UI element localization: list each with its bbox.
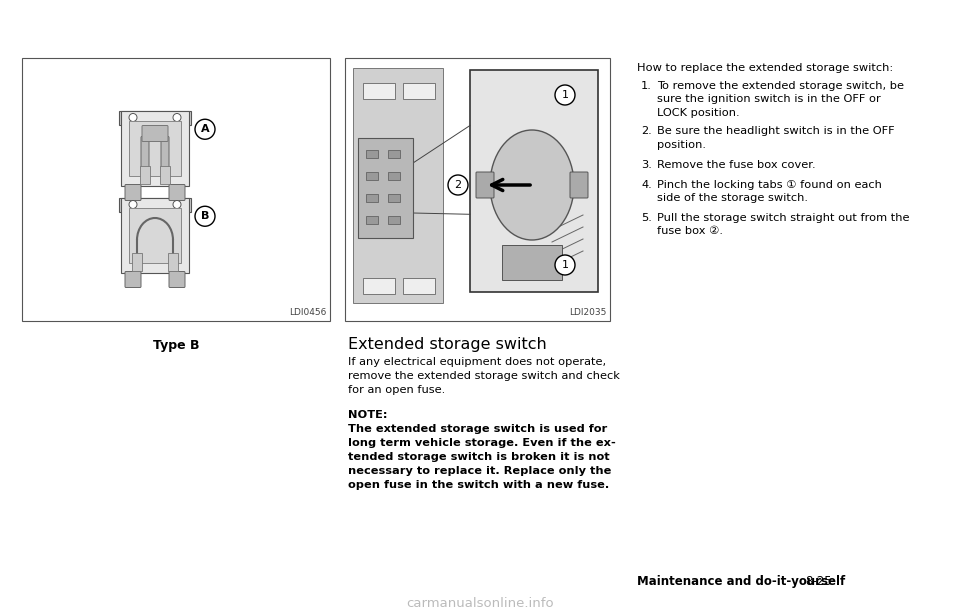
Text: A: A [201,124,209,134]
Bar [366,194,378,202]
Circle shape [448,175,468,195]
Bar [121,197,189,273]
Text: Type B: Type B [153,339,200,352]
Circle shape [555,85,575,105]
Bar [345,58,610,321]
Bar [403,278,435,294]
FancyBboxPatch shape [125,271,141,288]
Bar [160,166,170,183]
FancyBboxPatch shape [570,172,588,198]
FancyBboxPatch shape [142,125,168,142]
Circle shape [129,114,137,122]
Bar [366,216,378,224]
Bar [388,150,400,158]
Bar [22,58,330,321]
Text: 2: 2 [454,180,462,190]
Circle shape [555,255,575,275]
Circle shape [195,207,215,226]
Bar [132,252,142,271]
Circle shape [195,119,215,139]
Bar [168,252,178,271]
FancyBboxPatch shape [476,172,494,198]
Text: If any electrical equipment does not operate,
remove the extended storage switch: If any electrical equipment does not ope… [348,357,620,395]
Bar [470,70,598,292]
Text: How to replace the extended storage switch:: How to replace the extended storage swit… [637,63,893,73]
Text: Pinch the locking tabs ① found on each
side of the storage switch.: Pinch the locking tabs ① found on each s… [657,180,882,203]
Text: 5.: 5. [641,213,652,223]
Text: The extended storage switch is used for
long term vehicle storage. Even if the e: The extended storage switch is used for … [348,424,615,490]
Text: B: B [201,211,209,221]
Text: Remove the fuse box cover.: Remove the fuse box cover. [657,159,816,169]
Bar [366,150,378,158]
Text: NOTE:: NOTE: [348,410,388,420]
Bar [363,278,395,294]
Bar [353,68,443,303]
FancyBboxPatch shape [141,136,149,169]
Text: 1: 1 [562,260,568,270]
FancyBboxPatch shape [161,136,169,169]
FancyBboxPatch shape [125,185,141,200]
FancyBboxPatch shape [169,271,185,288]
Bar [388,172,400,180]
Bar [366,172,378,180]
Text: LDI2035: LDI2035 [568,308,606,317]
Text: Extended storage switch: Extended storage switch [348,337,547,352]
Bar [502,245,562,280]
Bar [388,216,400,224]
Text: To remove the extended storage switch, be
sure the ignition switch is in the OFF: To remove the extended storage switch, b… [657,81,904,118]
Text: Pull the storage switch straight out from the
fuse box ②.: Pull the storage switch straight out fro… [657,213,909,236]
FancyBboxPatch shape [119,197,191,211]
Text: 3.: 3. [641,159,652,169]
Circle shape [129,200,137,208]
Bar [129,120,181,175]
FancyBboxPatch shape [169,185,185,200]
Text: Be sure the headlight switch is in the OFF
position.: Be sure the headlight switch is in the O… [657,126,895,150]
Text: 1: 1 [562,90,568,100]
Bar [140,166,150,183]
FancyBboxPatch shape [119,111,191,125]
Text: 1.: 1. [641,81,652,91]
Text: Maintenance and do-it-yourself: Maintenance and do-it-yourself [637,575,845,588]
Ellipse shape [490,130,574,240]
Circle shape [173,200,181,208]
Bar [403,83,435,99]
Text: 8-25: 8-25 [805,575,831,588]
Text: 2.: 2. [641,126,652,136]
Bar [388,194,400,202]
Text: 4.: 4. [641,180,652,190]
Bar [363,83,395,99]
Bar [358,138,413,238]
Bar [121,111,189,186]
Circle shape [173,114,181,122]
Bar [129,208,181,263]
Text: LDI0456: LDI0456 [289,308,326,317]
Text: carmanualsonline.info: carmanualsonline.info [406,597,554,610]
